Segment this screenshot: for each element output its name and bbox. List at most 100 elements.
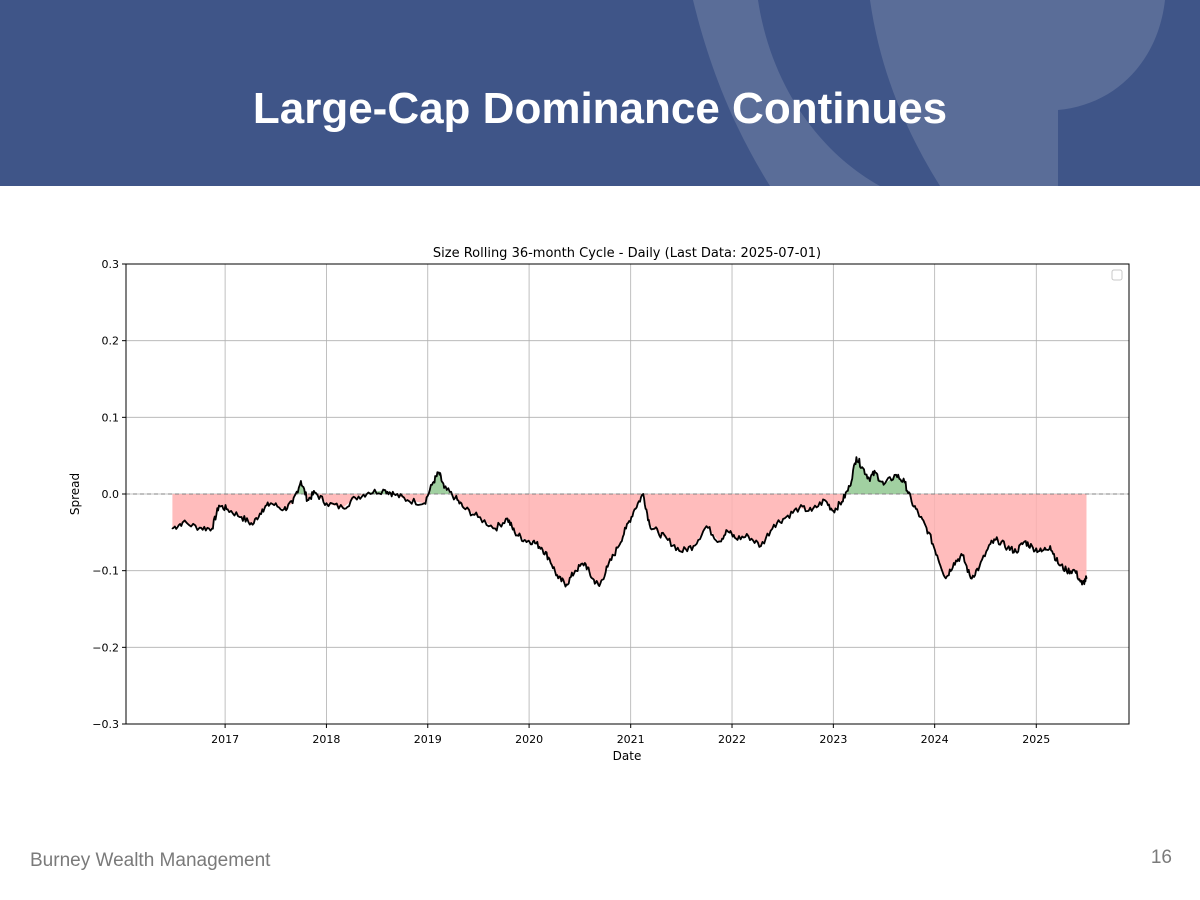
data-point: [810, 510, 813, 512]
data-point: [300, 480, 302, 482]
data-point: [945, 577, 947, 580]
data-point: [903, 481, 906, 484]
data-point: [198, 526, 201, 529]
data-point: [181, 521, 184, 524]
data-point: [936, 554, 938, 557]
data-point: [747, 535, 750, 537]
y-tick-label: −0.3: [92, 718, 119, 731]
data-point: [868, 477, 870, 480]
data-point: [718, 540, 720, 543]
arc-band-shape: [870, 0, 1165, 186]
negative-spread-area: [451, 494, 644, 586]
data-point: [855, 456, 858, 459]
data-point: [406, 499, 409, 501]
data-point: [532, 540, 534, 543]
data-point: [393, 493, 395, 495]
data-point: [477, 516, 479, 518]
data-point: [454, 497, 457, 499]
y-axis-label: Spread: [68, 473, 82, 515]
data-point: [1074, 569, 1076, 572]
chart-title: Size Rolling 36-month Cycle - Daily (Las…: [433, 246, 821, 261]
data-point: [823, 499, 826, 501]
data-point: [989, 543, 992, 545]
x-tick-label: 2018: [312, 733, 340, 746]
data-point: [841, 500, 843, 503]
data-point: [692, 545, 695, 547]
data-point: [978, 566, 981, 568]
data-point: [625, 527, 627, 530]
data-point: [218, 504, 220, 507]
data-point: [895, 474, 897, 476]
negative-spread-area: [643, 494, 846, 552]
data-point: [1015, 550, 1017, 553]
data-point: [513, 531, 516, 534]
data-point: [953, 562, 955, 564]
data-point: [616, 546, 619, 549]
data-point: [211, 527, 213, 530]
slide-header: Large-Cap Dominance Continues: [0, 0, 1200, 186]
x-axis-label: Date: [613, 749, 642, 763]
negative-spread-area: [172, 494, 296, 529]
footer-company-name: Burney Wealth Management: [30, 850, 271, 871]
data-point: [882, 484, 885, 486]
y-tick-label: 0.2: [102, 335, 120, 348]
data-point: [171, 527, 174, 530]
x-tick-label: 2019: [414, 733, 442, 746]
data-point: [832, 510, 835, 512]
data-point: [861, 466, 863, 469]
decorative-logo-arc: [693, 0, 1165, 186]
data-point: [760, 545, 762, 547]
data-point: [798, 507, 801, 509]
data-point: [251, 523, 254, 526]
data-point: [314, 491, 316, 494]
data-point: [565, 583, 568, 586]
data-point: [606, 566, 609, 568]
data-point: [1057, 562, 1059, 564]
data-point: [848, 485, 851, 488]
data-point: [384, 489, 387, 492]
x-tick-label: 2017: [211, 733, 239, 746]
axis-layer: 2017 2018 2019 2020 2021 2022 2023 2024 2025 0.3 0…: [92, 258, 1130, 746]
data-point: [432, 481, 434, 484]
data-point: [438, 471, 440, 474]
data-point: [1049, 545, 1051, 547]
data-point: [927, 531, 930, 534]
data-point: [523, 539, 526, 541]
data-point: [423, 502, 426, 505]
data-point: [584, 562, 586, 564]
legend-box: [1111, 269, 1123, 281]
data-point: [540, 546, 543, 549]
data-point: [548, 558, 551, 560]
data-point: [598, 585, 601, 587]
data-point: [785, 516, 787, 518]
y-tick-label: −0.1: [92, 565, 119, 578]
line-layer: [126, 456, 1129, 588]
data-point: [1023, 540, 1026, 543]
data-point: [910, 500, 913, 503]
data-point: [1006, 546, 1009, 549]
arc-outer-shape: [693, 0, 880, 186]
fill-layer: [172, 457, 1087, 586]
data-point: [648, 523, 651, 526]
data-point: [306, 499, 309, 501]
data-point: [657, 531, 659, 534]
data-point: [574, 569, 576, 572]
plot-frame: [125, 263, 1130, 725]
data-point: [961, 554, 964, 557]
data-point: [354, 497, 357, 499]
data-point: [226, 508, 229, 511]
spread-chart: 2017 2018 2019 2020 2021 2022 2023 2024 2025 0.3 0…: [68, 246, 1130, 763]
data-point: [1081, 583, 1083, 586]
data-point: [1065, 569, 1068, 572]
data-point: [680, 550, 682, 553]
data-point: [283, 508, 285, 511]
data-point: [874, 471, 877, 474]
data-point: [462, 507, 465, 509]
data-point: [291, 502, 294, 505]
data-point: [325, 502, 328, 505]
page-number: 16: [1150, 847, 1172, 868]
x-tick-label: 2024: [921, 733, 949, 746]
data-point: [591, 577, 593, 580]
positive-spread-area: [428, 472, 451, 494]
y-tick-label: 0.3: [102, 258, 120, 271]
